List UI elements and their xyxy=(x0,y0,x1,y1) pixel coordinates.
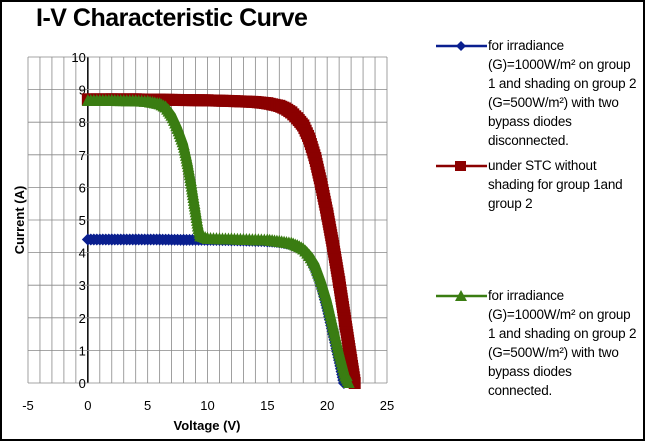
plot-area: -5 0 5 10 15 20 25 0 1 2 3 4 5 6 7 8 9 10 Voltage (V) Cur… xyxy=(12,50,394,433)
y-tick-label: 8 xyxy=(79,115,86,130)
x-tick-label: 5 xyxy=(144,398,151,413)
x-tick-label: 25 xyxy=(380,398,394,413)
x-tick-label: 15 xyxy=(260,398,274,413)
series-square xyxy=(81,93,361,389)
x-tick-label: -5 xyxy=(22,398,34,413)
y-tick-label: 9 xyxy=(79,83,86,98)
series-layer xyxy=(81,93,361,389)
legend-square-marker-icon xyxy=(436,161,487,171)
x-tick-label: 20 xyxy=(320,398,334,413)
data-point xyxy=(342,376,355,388)
legend-label: for irradiance (G)=1000W/m² on group 1 and… xyxy=(488,38,637,148)
y-tick-label: 5 xyxy=(79,213,86,228)
y-tick-label: 1 xyxy=(79,343,86,358)
legend-diamond-marker-icon xyxy=(436,41,487,51)
x-tick-label: 10 xyxy=(200,398,214,413)
y-tick-label: 7 xyxy=(79,148,86,163)
y-tick-label: 4 xyxy=(79,246,86,261)
x-axis-label: Voltage (V) xyxy=(174,418,241,433)
y-tick-label: 3 xyxy=(79,278,86,293)
y-tick-label: 6 xyxy=(79,180,86,195)
tick-labels: -5 0 5 10 15 20 25 0 1 2 3 4 5 6 7 8 9 10 xyxy=(22,50,394,413)
x-tick-label: 0 xyxy=(84,398,91,413)
series-triangle xyxy=(81,94,355,388)
legend-label: for irradiance (G)=1000W/m² on group 1 and… xyxy=(488,288,637,398)
y-tick-label: 2 xyxy=(79,311,86,326)
legend-triangle-marker-icon xyxy=(436,290,487,301)
y-tick-label: 0 xyxy=(79,376,86,391)
y-axis-label: Current (A) xyxy=(12,186,27,255)
chart-title: I-V Characteristic Curve xyxy=(36,4,308,32)
series-line xyxy=(87,235,349,384)
legend-label: under STC without shading for group 1and g… xyxy=(488,158,623,211)
y-tick-label: 10 xyxy=(71,50,85,65)
